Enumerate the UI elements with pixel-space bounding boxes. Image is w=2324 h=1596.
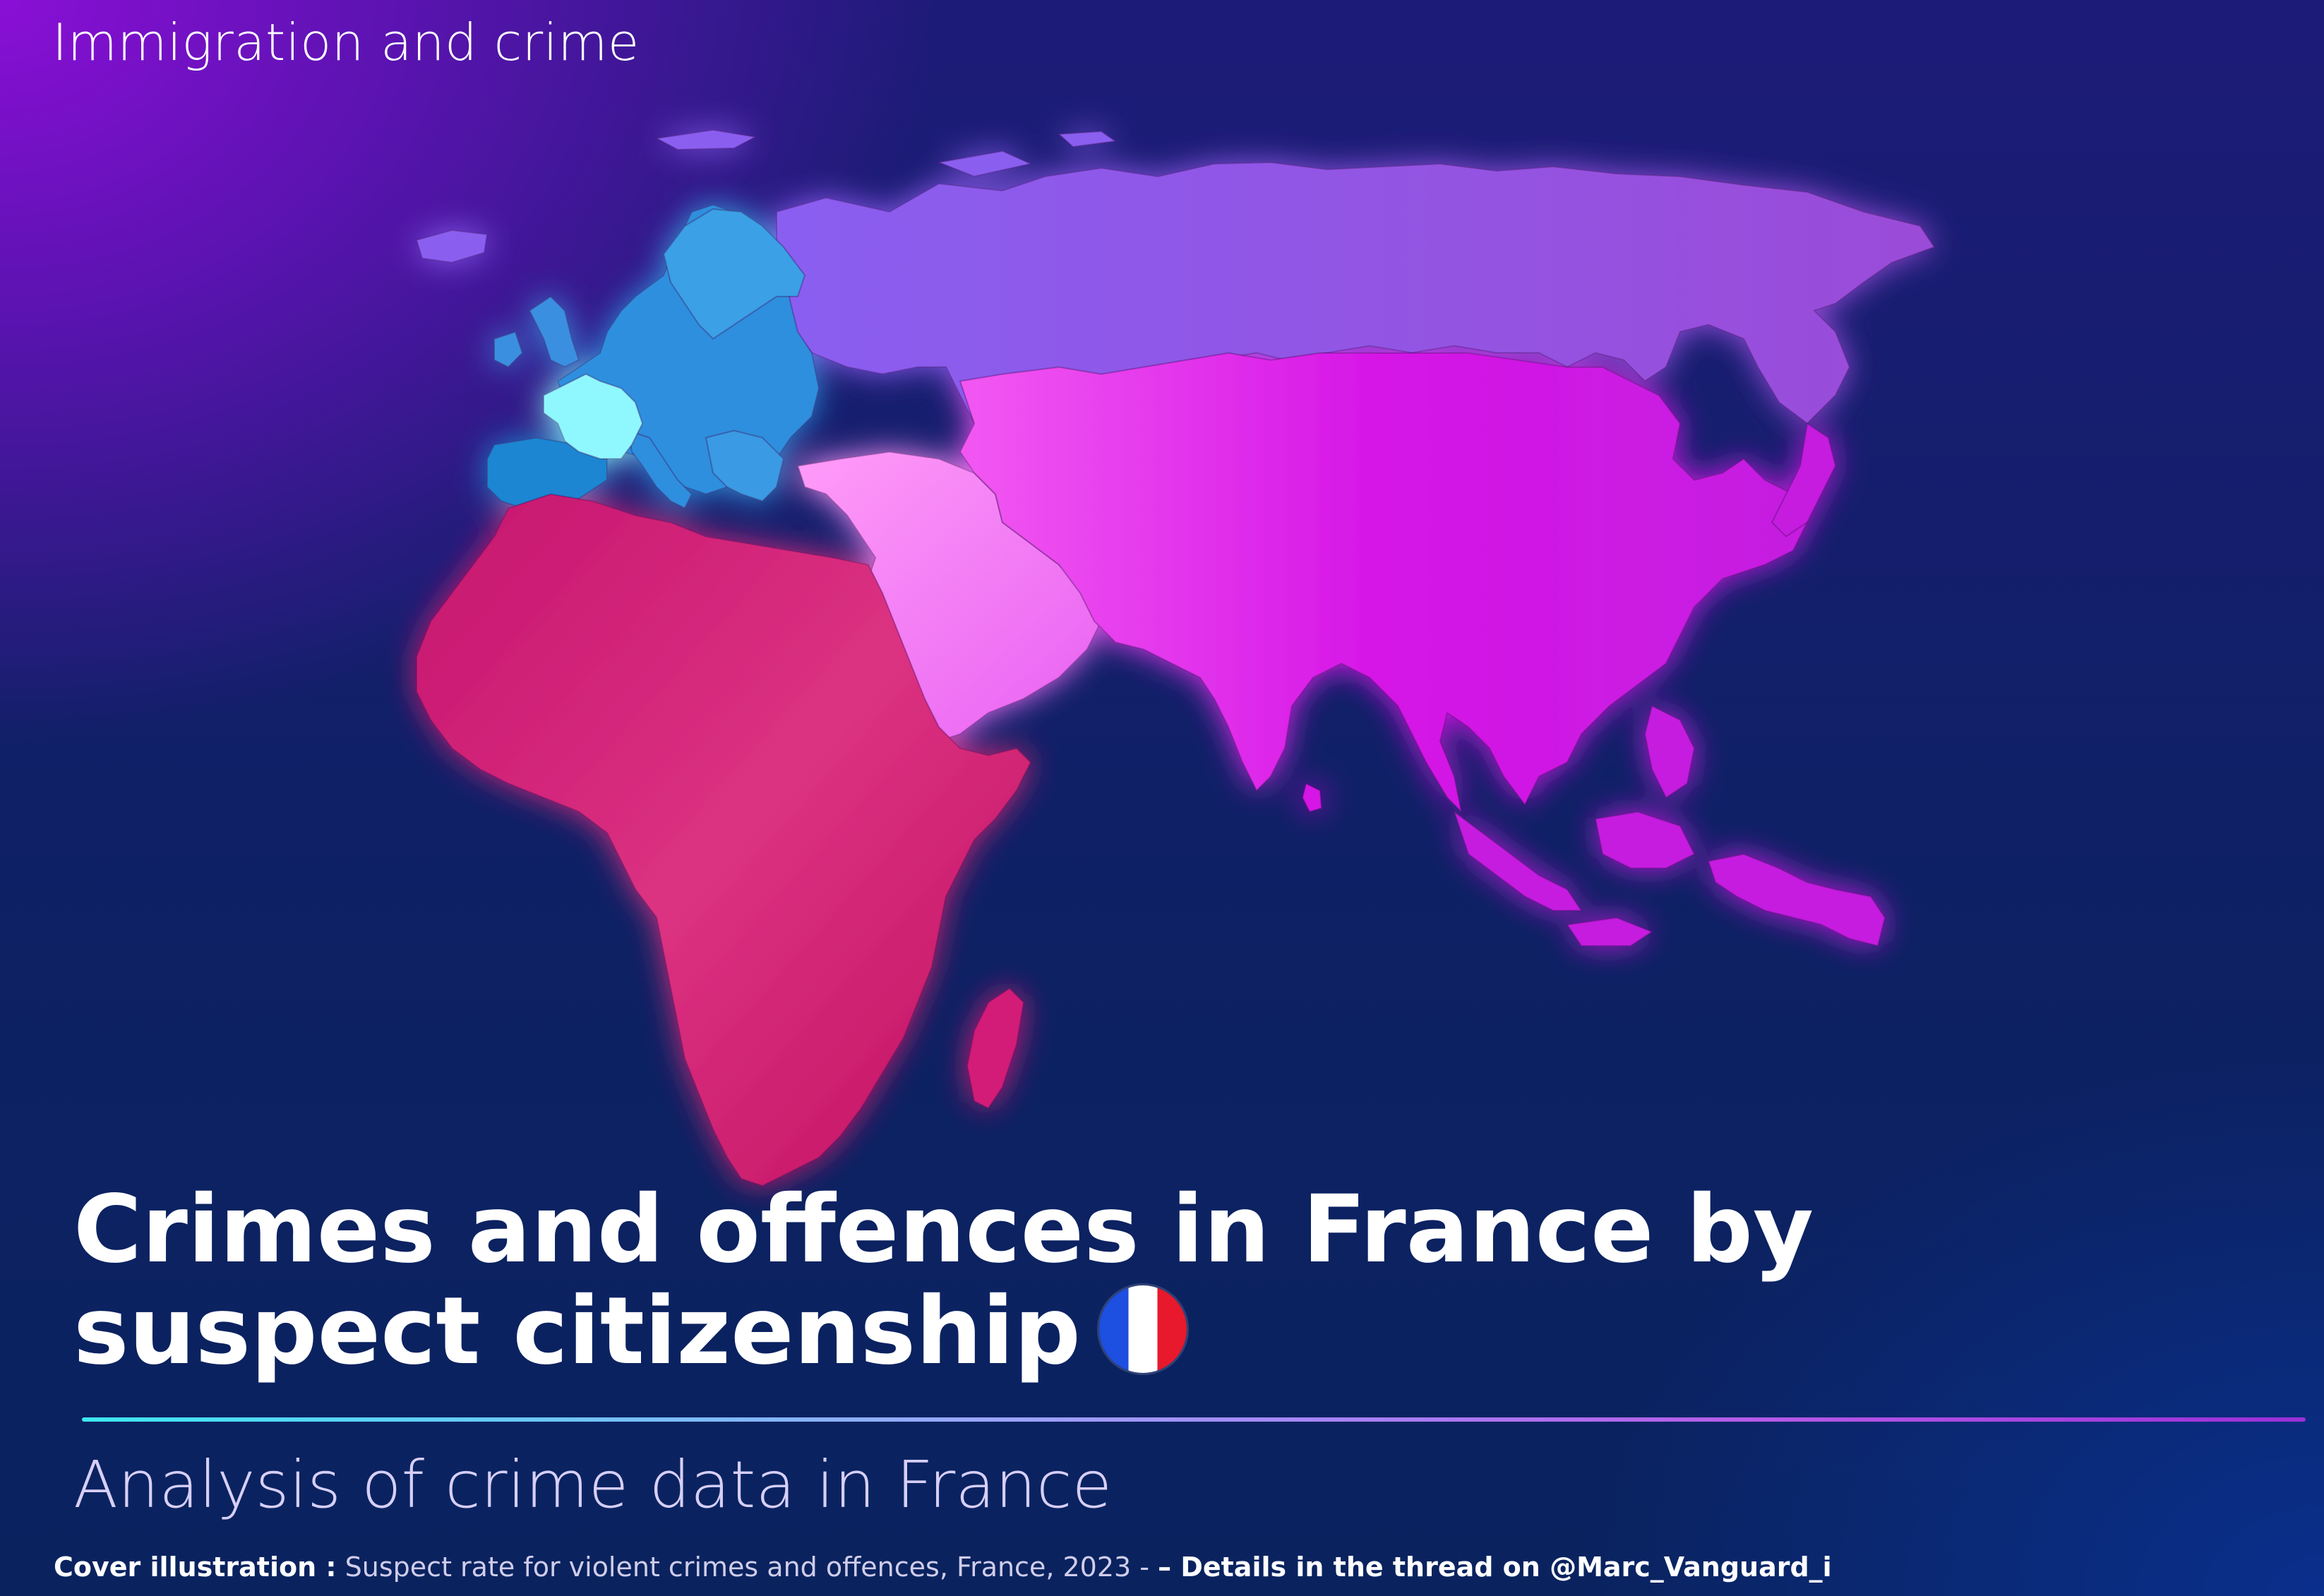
map-region-africa [416,493,1032,1187]
map-region-asia [959,352,1809,815]
caption-label: Cover illustration : [54,1552,337,1583]
map-region-france [543,373,644,460]
map-region-italy [627,429,693,510]
caption-details-link[interactable]: – Details in the thread on @Marc_Vanguar… [1158,1552,1832,1583]
map-region-british-isles [493,295,580,368]
caption: Cover illustration : Suspect rate for vi… [54,1552,1832,1583]
map-region-balkans [705,429,785,503]
divider [82,1417,2306,1422]
map-region-scandinavia [662,208,806,340]
page-title-text: Crimes and offences in France by suspect… [73,1175,1814,1386]
map-region-japan [1771,422,1837,538]
map-region-southeast-asia [1453,704,1886,947]
page-title: Crimes and offences in France by suspect… [73,1179,2022,1382]
subtitle: Analysis of crime data in France [73,1447,1113,1523]
map-region-sri-lanka [1301,782,1323,813]
map-region-madagascar [966,987,1025,1110]
map-region-arctic-islands [654,128,1118,178]
kicker-text: Immigration and crime [52,13,640,72]
caption-text: Suspect rate for violent crimes and offe… [345,1552,1149,1583]
france-flag-icon [1098,1285,1187,1373]
map-region-iceland [415,229,489,264]
